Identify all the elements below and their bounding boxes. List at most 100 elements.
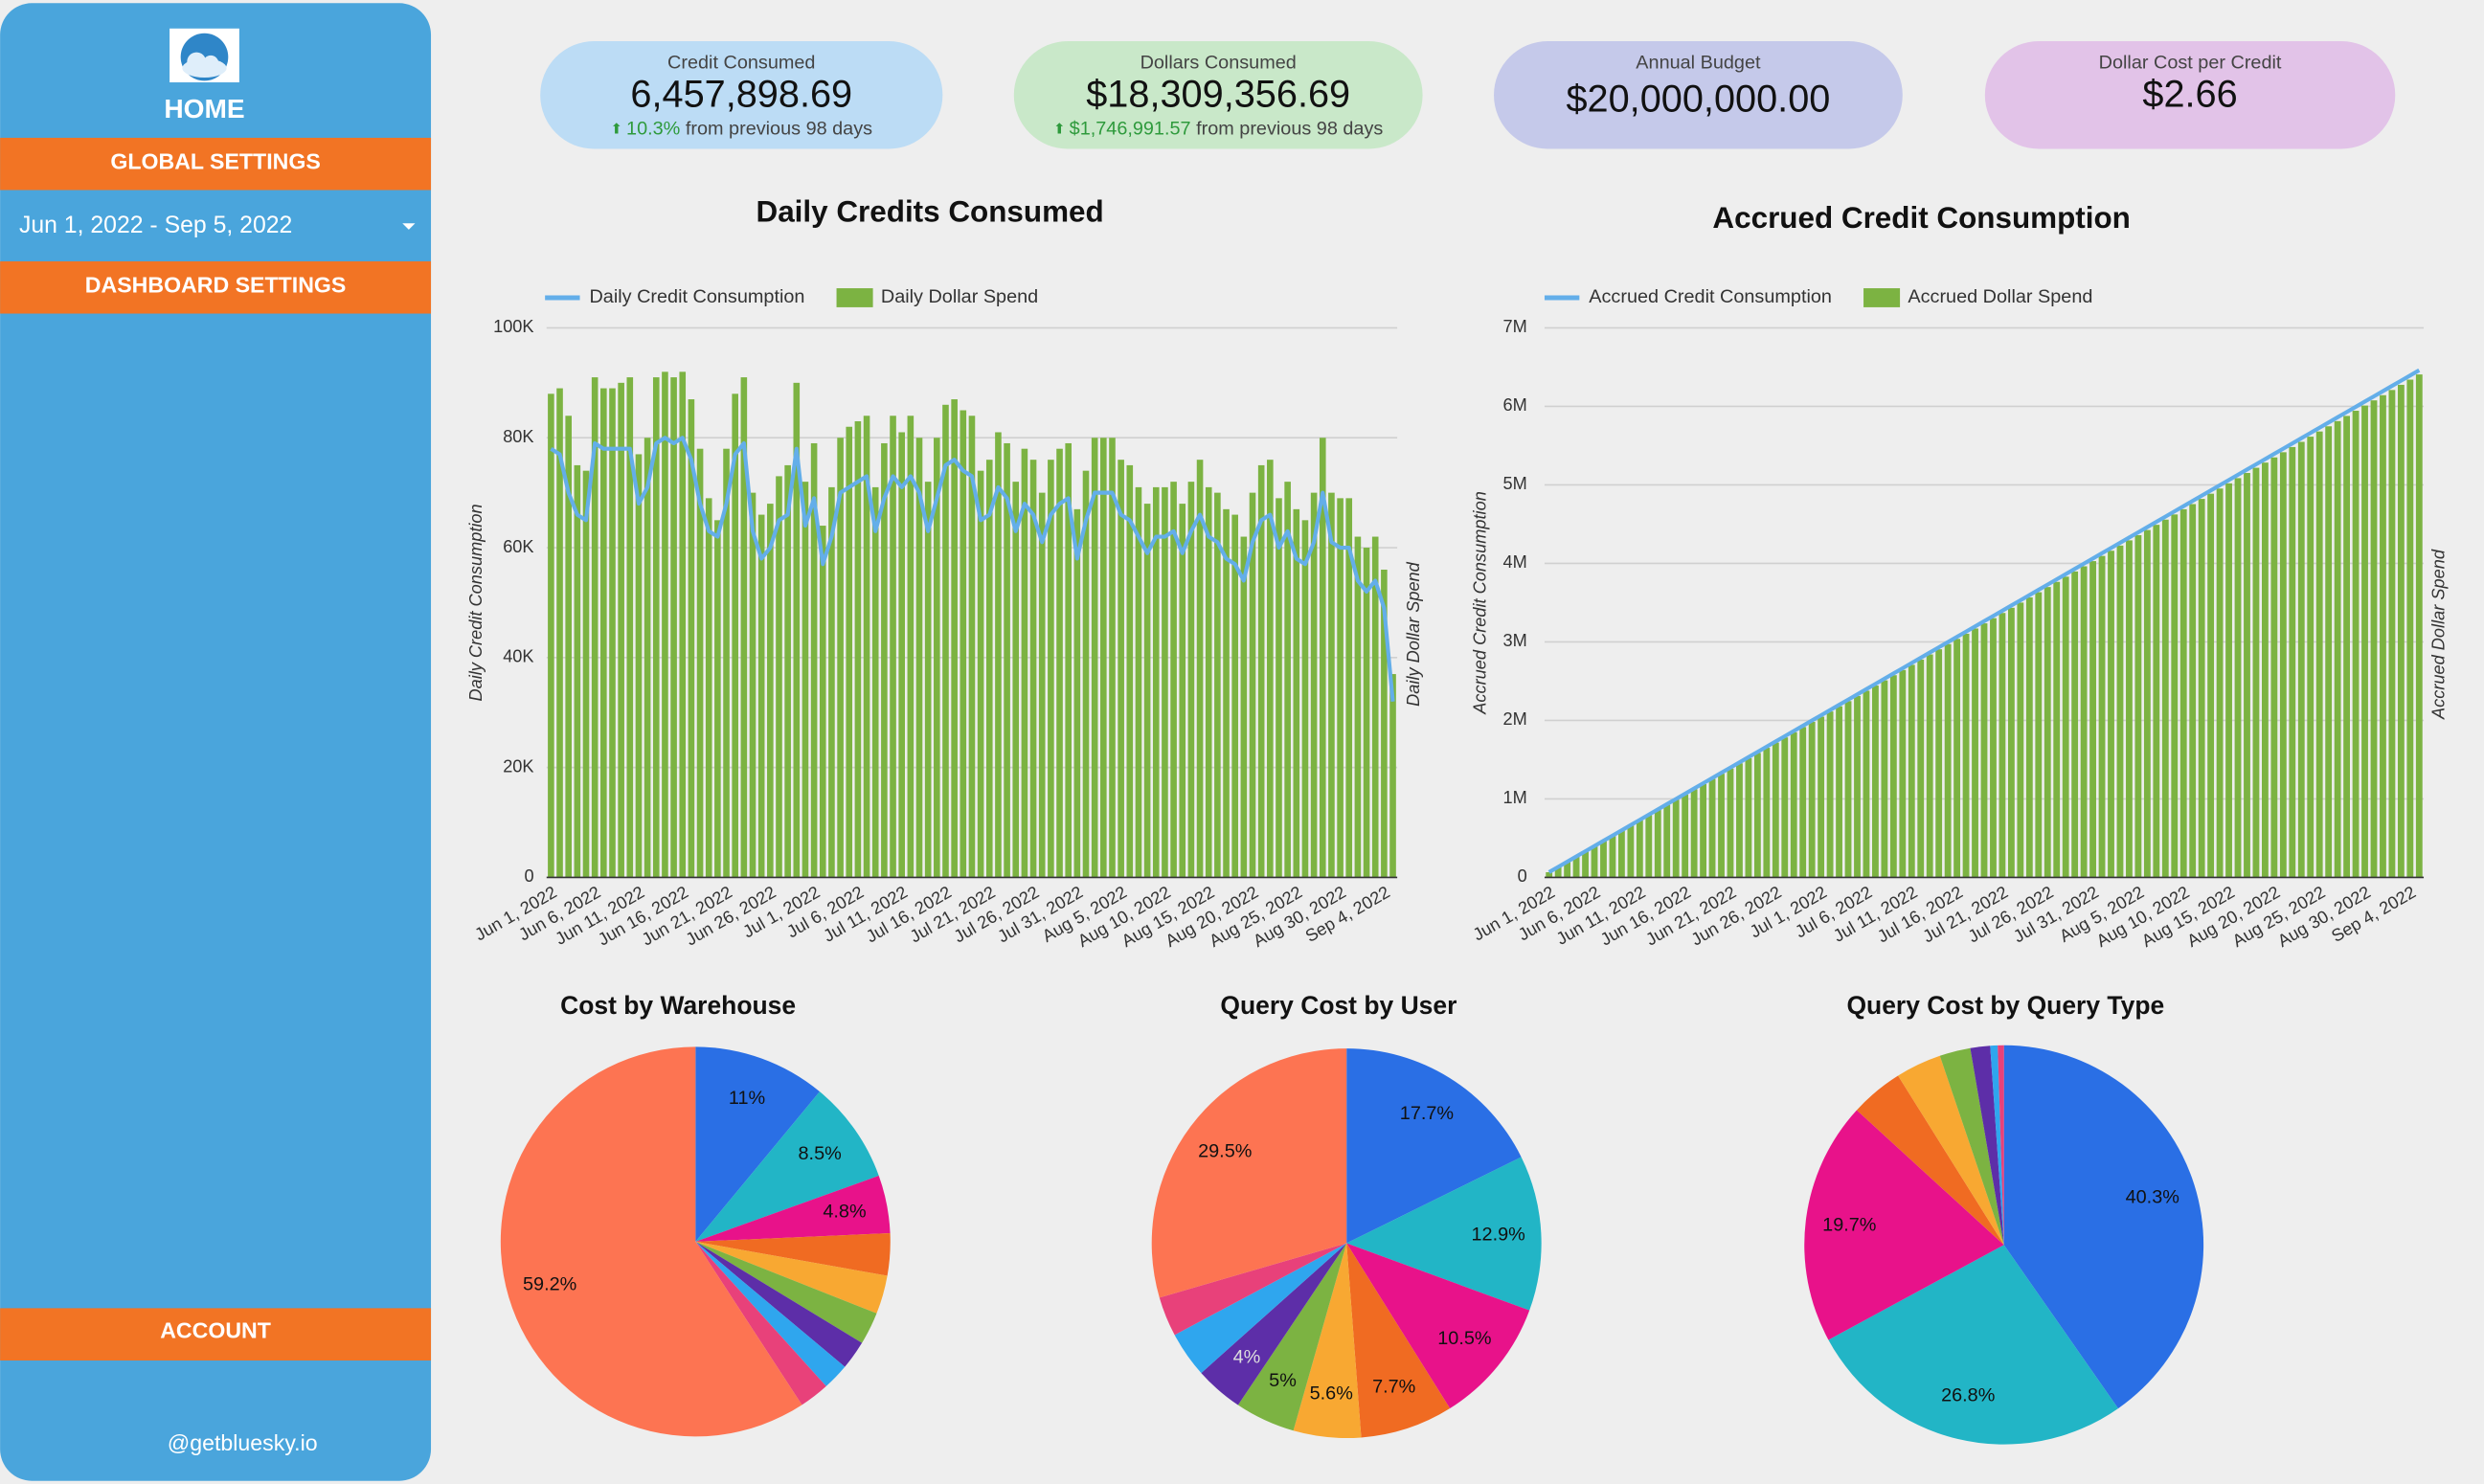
- bar: [1799, 727, 1807, 878]
- chart-title: Daily Credits Consumed: [756, 195, 1104, 229]
- bar: [1708, 778, 1716, 878]
- account-label[interactable]: ACCOUNT: [160, 1317, 271, 1342]
- y-tick-label: 0: [1518, 866, 1527, 886]
- bar: [898, 432, 905, 878]
- y-tick-label: 20K: [503, 756, 533, 776]
- bar: [1389, 674, 1396, 878]
- bar: [863, 416, 870, 878]
- bar: [1223, 508, 1230, 878]
- bar: [1143, 504, 1151, 878]
- pie-label: 4%: [1233, 1347, 1261, 1368]
- bar: [2380, 394, 2386, 878]
- dropdown-arrow[interactable]: [402, 223, 416, 230]
- date-range-picker[interactable]: Jun 1, 2022 - Sep 5, 2022: [19, 213, 292, 238]
- bar: [2244, 473, 2250, 878]
- global-settings-label[interactable]: GLOBAL SETTINGS: [110, 148, 320, 173]
- bar: [1135, 486, 1142, 878]
- pie-label: 4.8%: [823, 1201, 866, 1222]
- dashboard-settings-label[interactable]: DASHBOARD SETTINGS: [85, 273, 347, 298]
- bar: [1889, 675, 1897, 878]
- chart-title: Query Cost by Query Type: [1846, 991, 2164, 1020]
- bar: [1600, 841, 1607, 878]
- bar: [2262, 462, 2269, 878]
- bar: [985, 460, 993, 878]
- kpi-title: Dollars Consumed: [1140, 52, 1297, 73]
- bar: [1187, 482, 1195, 878]
- bar: [688, 399, 695, 878]
- bar: [1091, 438, 1098, 878]
- kpi-change-value: $1,746,991.57: [1070, 119, 1191, 140]
- bar: [1736, 763, 1743, 878]
- bar: [2035, 592, 2043, 878]
- kpi-title: Credit Consumed: [667, 52, 815, 73]
- kpi-card: [1494, 41, 1903, 149]
- bar: [2270, 457, 2278, 878]
- pie-label: 40.3%: [2126, 1187, 2179, 1208]
- kpi-arrow-icon: ⬆: [610, 123, 626, 138]
- bar: [784, 464, 791, 878]
- bar: [1926, 654, 1933, 878]
- pie-slice: [1346, 1243, 1451, 1438]
- bar: [854, 421, 862, 878]
- bar: [810, 442, 818, 878]
- bar: [2406, 379, 2414, 878]
- y-tick-label: 4M: [1502, 552, 1526, 572]
- home-link[interactable]: HOME: [164, 94, 244, 124]
- y-tick-label: 5M: [1502, 474, 1526, 493]
- bar: [1998, 613, 2006, 878]
- bar: [757, 514, 765, 878]
- bar: [1962, 633, 1970, 878]
- pie-slice: [695, 1241, 888, 1314]
- bar: [924, 482, 932, 878]
- pie-label: 26.8%: [1941, 1385, 1995, 1406]
- bar: [2225, 483, 2232, 878]
- pie-slice: [1346, 1048, 1522, 1244]
- kpi-title: Annual Budget: [1636, 52, 1761, 73]
- legend-label: Daily Credit Consumption: [589, 286, 804, 307]
- bar: [1354, 536, 1362, 878]
- pie-label: 17.7%: [1400, 1103, 1454, 1124]
- bar: [1972, 628, 1978, 878]
- pie-slice: [1293, 1243, 1362, 1439]
- bar: [2343, 416, 2351, 878]
- bar: [1152, 486, 1160, 878]
- bar: [1572, 856, 1580, 878]
- bar: [2189, 504, 2197, 878]
- bar: [1310, 492, 1318, 878]
- pie-label: 19.7%: [1822, 1215, 1876, 1236]
- legend-label: Accrued Dollar Spend: [1908, 286, 2092, 307]
- bar: [881, 442, 888, 878]
- bar: [1808, 721, 1816, 878]
- bar: [1790, 731, 1797, 878]
- bar: [1753, 753, 1761, 878]
- bar: [1564, 862, 1571, 878]
- bar: [1727, 768, 1734, 878]
- pie-slice: [1201, 1243, 1347, 1405]
- kpi-card: [540, 41, 943, 149]
- bar: [846, 426, 853, 878]
- bar: [1284, 482, 1291, 878]
- bar: [2334, 420, 2341, 878]
- bar: [1772, 742, 1779, 878]
- pie-slice: [1346, 1243, 1530, 1409]
- pie-slice: [695, 1241, 846, 1386]
- bar: [1935, 649, 1943, 878]
- legend-swatch: [836, 288, 873, 307]
- bar: [2370, 400, 2378, 878]
- y-tick-label: 1M: [1502, 788, 1526, 807]
- logo[interactable]: [169, 28, 239, 83]
- bar: [1917, 659, 1925, 878]
- bar: [1899, 669, 1907, 878]
- pie-slice: [1151, 1048, 1347, 1298]
- bar: [2216, 488, 2224, 878]
- bar: [1301, 520, 1309, 878]
- footer-link[interactable]: @getbluesky.io: [168, 1430, 318, 1455]
- bar: [1381, 569, 1388, 878]
- global-settings-button[interactable]: [0, 137, 432, 191]
- kpi-change: ⬆ $1,746,991.57 from previous 98 days: [1053, 119, 1383, 140]
- dashboard-settings-button[interactable]: [0, 260, 432, 314]
- account-button[interactable]: [0, 1308, 432, 1360]
- bar: [1109, 438, 1116, 878]
- bar: [556, 388, 563, 878]
